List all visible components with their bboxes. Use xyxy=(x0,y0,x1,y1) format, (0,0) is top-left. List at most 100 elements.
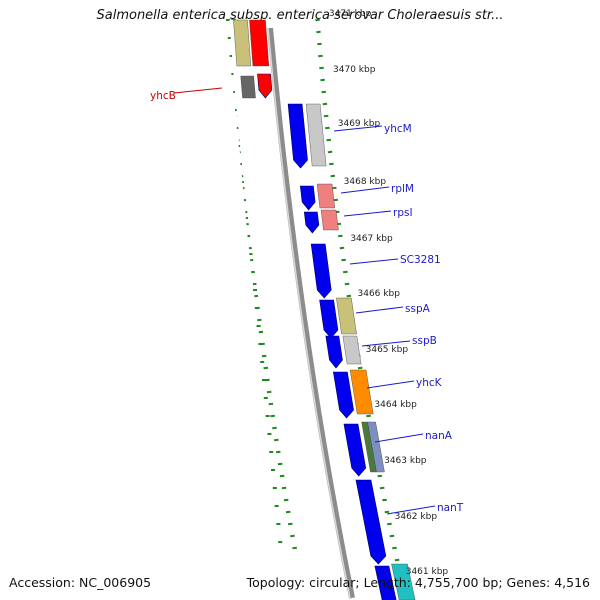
tick-mark xyxy=(320,78,325,82)
tick-mark xyxy=(316,30,321,34)
tick-mark xyxy=(327,150,333,154)
scale-label: 3465 kbp xyxy=(366,345,409,355)
gene-arrow-sspB xyxy=(325,335,343,369)
tick-mark xyxy=(257,318,262,322)
gene-leader-line xyxy=(343,210,392,217)
gene-arrow-red xyxy=(257,73,273,99)
tick-mark xyxy=(263,366,269,370)
gene-block-sspA xyxy=(336,297,357,335)
gene-label-sspA: sspA xyxy=(405,303,431,315)
tick-mark xyxy=(379,486,385,490)
gene-leader-line xyxy=(333,125,383,132)
tick-mark xyxy=(321,90,327,94)
gene-block-gray xyxy=(305,103,327,167)
tick-mark xyxy=(318,54,323,58)
tick-mark xyxy=(315,18,320,22)
gene-leader-line xyxy=(361,340,411,347)
gene-arrow-sspA xyxy=(319,299,339,339)
gene-label-nanT: nanT xyxy=(437,502,464,514)
scale-label: 3464 kbp xyxy=(374,400,417,410)
tick-mark xyxy=(366,414,371,418)
tick-mark xyxy=(292,546,297,550)
gene-arrow-yhcK xyxy=(333,371,354,419)
gene-block-khaki xyxy=(233,19,252,67)
scale-label: 3462 kbp xyxy=(395,512,438,522)
tick-mark xyxy=(330,174,336,178)
backbone-highlight xyxy=(267,27,351,599)
tick-mark xyxy=(357,366,363,370)
tick-mark xyxy=(283,498,289,502)
gene-label-rplM: rplM xyxy=(391,183,414,195)
tick-mark xyxy=(268,402,274,406)
tick-mark xyxy=(258,330,264,334)
tick-mark xyxy=(384,510,390,514)
tick-mark xyxy=(287,522,293,526)
tick-mark xyxy=(290,534,295,538)
gene-arrow-nanT xyxy=(355,479,387,565)
tick-mark xyxy=(273,438,279,442)
tick-mark xyxy=(333,198,339,202)
gene-block-yhcK xyxy=(349,369,374,415)
tick-mark xyxy=(261,354,267,358)
gene-label-yhcM: yhcM xyxy=(384,123,412,135)
tick-mark xyxy=(319,66,324,70)
gene-arrow-yhcM xyxy=(287,103,308,169)
tick-mark xyxy=(277,462,283,466)
map-title: Salmonella enterica subsp. enterica sero… xyxy=(96,8,504,23)
tick-mark xyxy=(346,294,352,298)
gene-block-rplM xyxy=(316,183,336,209)
tick-mark xyxy=(382,498,387,502)
gene-arrow-rplM xyxy=(299,185,316,211)
scale-label: 3471 kbp xyxy=(329,9,372,19)
genome-stats-label: Topology: circular; Length: 4,755,700 bp… xyxy=(246,575,590,590)
tick-mark xyxy=(322,102,328,106)
scale-label: 3467 kbp xyxy=(350,234,393,244)
scale-label: 3468 kbp xyxy=(344,177,387,187)
gene-label-yhcK: yhcK xyxy=(416,377,443,389)
tick-mark xyxy=(281,486,287,490)
tick-mark xyxy=(392,546,397,550)
tick-mark xyxy=(344,282,350,286)
tick-mark xyxy=(325,126,330,130)
gene-leader-line xyxy=(340,186,390,194)
tick-mark xyxy=(285,510,291,514)
scale-label: 3466 kbp xyxy=(358,289,401,299)
scale-label: 3470 kbp xyxy=(333,65,376,75)
gene-leader-line xyxy=(366,380,415,389)
scale-labels: 3471 kbp 3470 kbp 3469 kbp 3468 kbp 3467 kbp… xyxy=(329,9,449,577)
tick-mark xyxy=(279,474,285,478)
tick-mark xyxy=(387,522,392,526)
gene-block-yhcB xyxy=(240,75,256,99)
gene-label-SC3281: SC3281 xyxy=(400,254,441,266)
accession-label: Accession: NC_006905 xyxy=(9,575,152,590)
tick-mark xyxy=(394,558,400,562)
tick-mark xyxy=(272,426,277,430)
tick-mark xyxy=(266,390,272,394)
tick-mark xyxy=(341,258,346,262)
gene-leader-line xyxy=(374,433,424,443)
tick-mark xyxy=(377,474,383,478)
tick-mark xyxy=(339,246,345,250)
gene-arrows xyxy=(233,19,416,600)
tick-mark xyxy=(329,162,334,166)
scale-label: 3469 kbp xyxy=(338,119,381,129)
tick-mark xyxy=(317,42,322,46)
gene-block-rpsI xyxy=(320,209,339,231)
gene-labels: yhcB yhcM rplM rpsI SC3281 sspA sspB yhcK nanA na… xyxy=(150,87,464,515)
gene-block-red xyxy=(249,19,270,67)
gene-label-yhcB: yhcB xyxy=(150,90,176,102)
gene-block-cyan xyxy=(391,563,416,600)
gene-leader-line xyxy=(386,505,436,515)
gene-arrow-rpsI xyxy=(303,211,320,234)
tick-mark xyxy=(323,114,329,118)
gene-block-sspB xyxy=(342,335,362,365)
tick-mark xyxy=(326,138,332,142)
gene-label-nanA: nanA xyxy=(425,430,453,442)
tick-mark xyxy=(254,294,259,298)
gene-label-sspB: sspB xyxy=(412,335,437,347)
tick-mark xyxy=(270,414,275,418)
gene-leader-line xyxy=(349,258,399,265)
backbone-line xyxy=(267,27,355,599)
gene-leader-line xyxy=(173,87,223,94)
